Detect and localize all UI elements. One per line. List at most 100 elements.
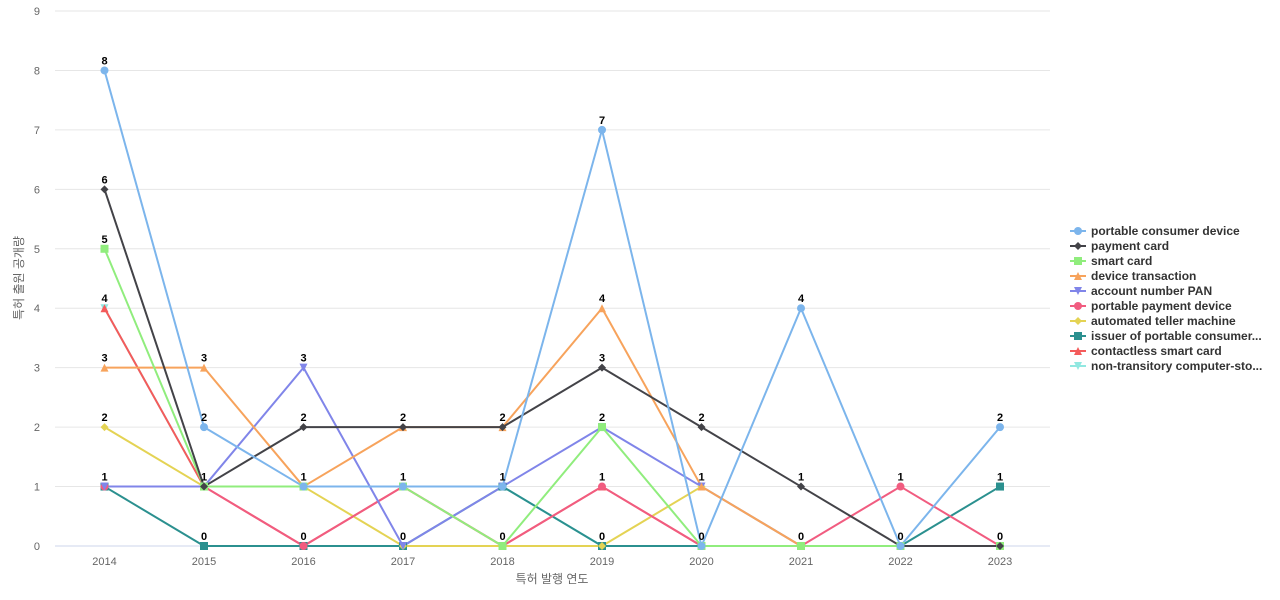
legend-item[interactable]: device transaction — [1070, 268, 1275, 283]
legend-swatch-icon — [1070, 316, 1086, 325]
gridlines — [55, 10, 1050, 547]
legend-swatch-icon — [1070, 286, 1086, 295]
legend-marker-icon — [1074, 256, 1082, 265]
data-label: 4 — [101, 293, 108, 305]
data-label: 2 — [599, 412, 605, 424]
data-point — [598, 304, 606, 313]
data-label: 6 — [101, 174, 107, 186]
legend-marker-icon — [1074, 331, 1082, 340]
data-label: 4 — [599, 293, 606, 305]
data-point — [598, 482, 606, 491]
data-point — [697, 542, 706, 550]
data-point — [200, 482, 208, 491]
y-tick-label: 7 — [34, 125, 40, 137]
data-point — [399, 423, 407, 432]
legend-marker-icon — [1074, 226, 1082, 235]
data-label: 0 — [897, 531, 903, 543]
legend-item[interactable]: account number PAN — [1070, 283, 1275, 298]
legend: portable consumer device payment card smar… — [1070, 223, 1275, 373]
data-label: 3 — [201, 353, 207, 365]
y-tick-label: 1 — [34, 482, 40, 494]
legend-item[interactable]: smart card — [1070, 253, 1275, 268]
data-label: 0 — [599, 531, 605, 543]
data-point — [996, 542, 1004, 550]
x-tick-label: 2019 — [590, 556, 614, 568]
legend-item[interactable]: payment card — [1070, 238, 1275, 253]
data-point — [100, 66, 109, 75]
series-line — [103, 248, 1000, 547]
data-label: 0 — [400, 531, 406, 543]
data-point — [598, 423, 606, 432]
data-label: 2 — [201, 412, 207, 424]
legend-swatch-icon — [1070, 361, 1086, 370]
y-axis-title: 특허 출원 공개량 — [12, 236, 26, 320]
y-tick-label: 0 — [34, 541, 40, 553]
legend-marker-icon — [1074, 361, 1082, 370]
data-point — [598, 363, 606, 372]
data-point — [896, 542, 905, 550]
data-point — [200, 363, 208, 372]
data-label: 0 — [300, 531, 306, 543]
data-label: 1 — [101, 472, 107, 484]
data-point — [996, 423, 1004, 432]
data-label: 1 — [897, 472, 903, 484]
legend-swatch-icon — [1070, 301, 1086, 310]
legend-marker-icon — [1074, 241, 1082, 250]
series-markers — [100, 66, 1004, 550]
legend-label: portable payment device — [1091, 298, 1232, 313]
legend-swatch-icon — [1070, 271, 1086, 280]
data-point — [498, 482, 507, 491]
y-tick-label: 9 — [34, 6, 40, 18]
data-point — [100, 304, 109, 313]
legend-item[interactable]: issuer of portable consumer... — [1070, 328, 1275, 343]
series-lines — [103, 70, 1001, 547]
legend-item[interactable]: automated teller machine — [1070, 313, 1275, 328]
data-point — [399, 542, 407, 550]
legend-label: portable consumer device — [1091, 223, 1240, 238]
legend-marker-icon — [1074, 316, 1082, 325]
series-line — [103, 70, 1001, 547]
x-tick-label: 2017 — [391, 556, 415, 568]
data-point — [996, 482, 1004, 491]
data-point — [299, 423, 308, 432]
x-tick-label: 2018 — [490, 556, 514, 568]
data-point — [100, 363, 109, 372]
legend-item[interactable]: contactless smart card — [1070, 343, 1275, 358]
y-tick-label: 4 — [34, 303, 40, 315]
data-label: 2 — [997, 412, 1003, 424]
data-point — [299, 542, 308, 550]
series-line — [104, 485, 1001, 547]
data-label: 7 — [599, 115, 605, 127]
legend-item[interactable]: portable payment device — [1070, 298, 1275, 313]
data-point — [200, 542, 208, 550]
legend-item[interactable]: portable consumer device — [1070, 223, 1275, 238]
legend-label: smart card — [1091, 253, 1153, 268]
legend-item[interactable]: non-transitory computer-sto... — [1070, 358, 1275, 373]
data-label: 1 — [201, 472, 207, 484]
y-tick-label: 5 — [34, 244, 40, 256]
data-point — [598, 542, 606, 550]
legend-swatch-icon — [1070, 241, 1086, 250]
data-point — [100, 185, 109, 194]
data-label: 3 — [300, 353, 306, 365]
data-label: 1 — [698, 472, 704, 484]
legend-label: account number PAN — [1091, 283, 1213, 298]
data-point — [697, 423, 706, 432]
legend-marker-icon — [1074, 271, 1082, 280]
legend-swatch-icon — [1070, 331, 1086, 340]
legend-label: payment card — [1091, 238, 1170, 253]
x-tick-label: 2016 — [291, 556, 315, 568]
data-point — [100, 482, 109, 491]
y-tick-label: 8 — [34, 65, 40, 77]
y-tick-label: 6 — [34, 184, 40, 196]
data-label: 1 — [499, 472, 505, 484]
data-label: 3 — [599, 353, 605, 365]
data-point — [598, 125, 606, 134]
data-label: 0 — [698, 531, 704, 543]
legend-swatch-icon — [1070, 226, 1086, 235]
series-line — [104, 366, 1000, 547]
data-label: 2 — [499, 412, 505, 424]
